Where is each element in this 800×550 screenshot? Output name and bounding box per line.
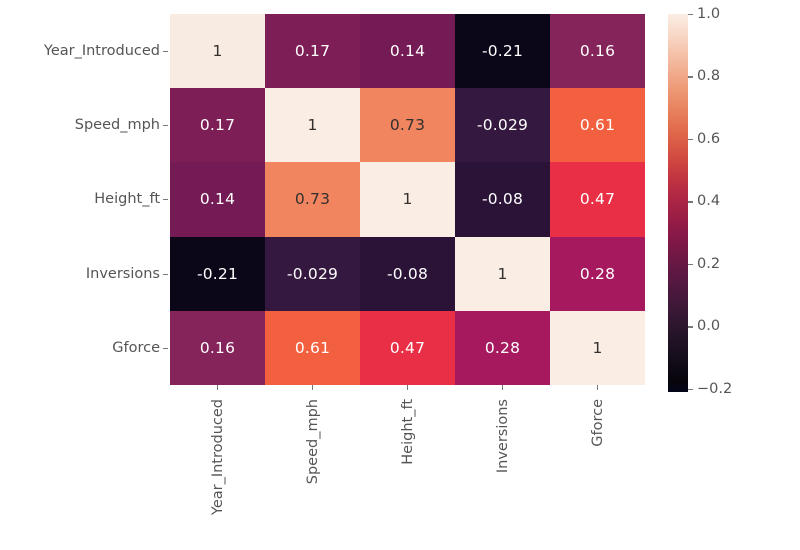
x-tick-slot: Height_ft bbox=[360, 385, 455, 545]
heatmap-cell: 0.16 bbox=[170, 310, 265, 385]
heatmap-cell: 1 bbox=[170, 14, 265, 89]
y-tick-mark bbox=[163, 125, 168, 127]
y-tick-label: Inversions bbox=[85, 265, 160, 282]
colorbar-tick-mark bbox=[688, 388, 693, 391]
y-tick-label: Height_ft bbox=[94, 191, 160, 208]
heatmap-cell: 0.14 bbox=[360, 14, 455, 89]
colorbar-tick-label: 1.0 bbox=[697, 6, 721, 22]
heatmap-cell: 0.61 bbox=[550, 88, 645, 163]
heatmap-cell: -0.21 bbox=[170, 236, 265, 311]
colorbar-tick-mark bbox=[688, 326, 693, 328]
colorbar-tick-label: 0.2 bbox=[697, 255, 721, 272]
x-tick-label: Speed_mph bbox=[304, 399, 321, 485]
x-tick-label: Height_ft bbox=[399, 399, 416, 465]
y-tick-mark bbox=[163, 199, 168, 201]
heatmap-cell: -0.21 bbox=[455, 14, 550, 89]
colorbar-tick-label: 0.6 bbox=[697, 130, 721, 147]
heatmap-cell: 1 bbox=[550, 310, 645, 385]
y-tick-label: Gforce bbox=[112, 339, 160, 356]
heatmap-cell: 0.61 bbox=[265, 310, 360, 385]
heatmap-cell: 0.47 bbox=[550, 162, 645, 237]
y-tick-mark bbox=[163, 348, 168, 350]
heatmap-cell: -0.029 bbox=[455, 88, 550, 163]
heatmap-cell: 0.47 bbox=[360, 310, 455, 385]
x-tick-mark bbox=[311, 385, 314, 390]
x-tick-mark bbox=[216, 385, 219, 390]
heatmap-cell: 1 bbox=[455, 236, 550, 311]
heatmap-cell: 0.28 bbox=[455, 310, 550, 385]
heatmap-cell: 0.14 bbox=[170, 162, 265, 237]
x-tick-slot: Year_Introduced bbox=[170, 385, 265, 545]
colorbar-tick-label: −0.2 bbox=[697, 380, 733, 397]
y-tick-label: Year_Introduced bbox=[43, 43, 160, 60]
heatmap-cell: 0.73 bbox=[360, 88, 455, 163]
colorbar-tick-mark bbox=[688, 263, 693, 266]
x-axis-tick-labels: Year_Introduced Speed_mph Height_ft Inve… bbox=[170, 385, 645, 545]
colorbar-gradient bbox=[668, 14, 688, 392]
colorbar-tick-mark bbox=[688, 14, 693, 16]
y-tick-mark bbox=[163, 51, 168, 53]
x-tick-slot: Inversions bbox=[455, 385, 550, 545]
colorbar-tick-mark bbox=[688, 201, 693, 203]
x-tick-slot: Gforce bbox=[550, 385, 645, 545]
colorbar-tick-label: 0.4 bbox=[697, 193, 721, 210]
heatmap-cell: 0.16 bbox=[550, 14, 645, 89]
heatmap-cell: 0.17 bbox=[170, 88, 265, 163]
heatmap-cell: -0.08 bbox=[455, 162, 550, 237]
colorbar-tick-label: 0.8 bbox=[697, 68, 721, 85]
heatmap-cell: 1 bbox=[360, 162, 455, 237]
y-tick-label: Speed_mph bbox=[74, 117, 160, 134]
x-tick-label: Gforce bbox=[589, 399, 606, 447]
y-tick-mark bbox=[163, 274, 168, 276]
colorbar-tick-mark bbox=[688, 76, 693, 78]
colorbar-tick-mark bbox=[688, 138, 693, 141]
heatmap-cell: -0.029 bbox=[265, 236, 360, 311]
x-tick-mark bbox=[501, 385, 504, 390]
x-tick-mark bbox=[596, 385, 599, 390]
heatmap-cell: 0.17 bbox=[265, 14, 360, 89]
heatmap-cell: 0.73 bbox=[265, 162, 360, 237]
x-tick-label: Inversions bbox=[494, 399, 511, 474]
heatmap-grid: 1 0.17 0.14 -0.21 0.16 0.17 1 0.73 -0.029 0.61 0.1… bbox=[170, 14, 645, 385]
heatmap-cell: 0.28 bbox=[550, 236, 645, 311]
colorbar: 1.0 0.8 0.6 0.4 0.2 0.0 −0.2 bbox=[668, 6, 798, 397]
x-tick-label: Year_Introduced bbox=[209, 399, 226, 516]
y-axis-tick-labels: Year_Introduced Speed_mph Height_ft Inve… bbox=[0, 14, 162, 385]
heatmap-cell: 1 bbox=[265, 88, 360, 163]
x-tick-slot: Speed_mph bbox=[265, 385, 360, 545]
heatmap-cell: -0.08 bbox=[360, 236, 455, 311]
x-tick-mark bbox=[406, 385, 409, 390]
colorbar-tick-label: 0.0 bbox=[697, 318, 721, 335]
